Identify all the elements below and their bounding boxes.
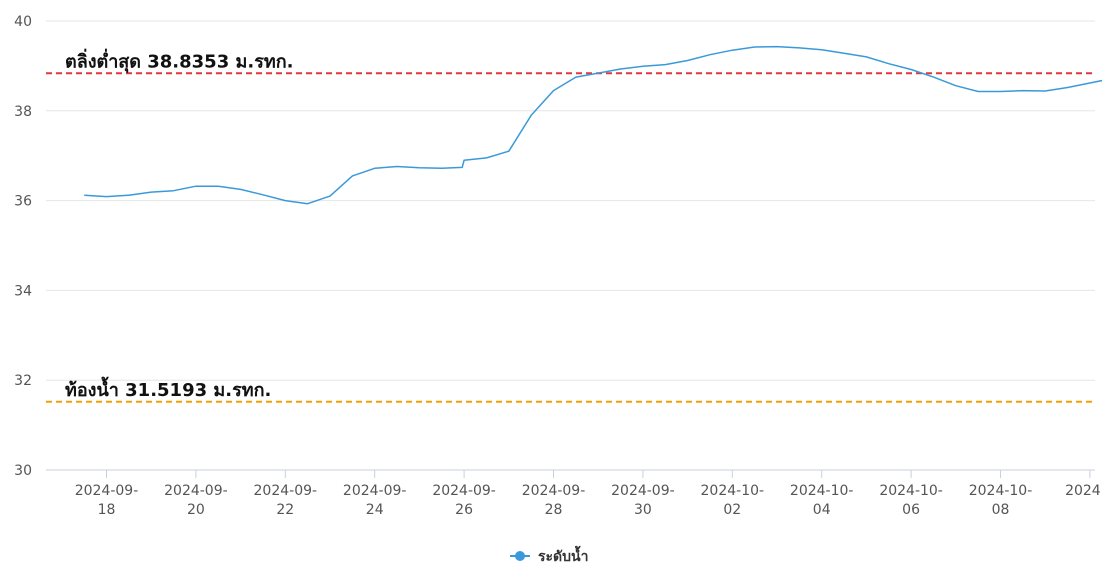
x-tick-label: 2024… [1065,483,1102,499]
legend[interactable]: ระดับน้ำ [510,545,588,565]
x-tick-label-line2: 18 [98,502,116,518]
x-tick-label-line2: 28 [545,502,563,518]
x-tick-label-line1: 2024-09- [164,483,228,499]
x-tick-label: 2024-10- 04 [790,483,854,518]
x-tick-label-line1: 2024-10- [879,483,943,499]
x-tick-label-line2: 06 [902,502,920,518]
x-axis: 2024-09- 18 2024-09- 20 2024-09- 22 2024-09- 24… [75,470,1102,518]
series-line [84,45,1102,205]
x-tick-label-line2: 20 [187,502,205,518]
x-tick-label-line1: 2024-10- [790,483,854,499]
x-tick-label-line2: 30 [634,502,652,518]
x-tick-label: 2024-09- 20 [164,483,228,518]
grid-lines [46,20,1095,471]
x-tick-label-line2: 02 [723,502,741,518]
x-tick-label-line1: 2024-09- [522,483,586,499]
x-tick-label-line1: 2024-09- [75,483,139,499]
x-tick-label-line2: 22 [276,502,294,518]
y-tick-label: 34 [14,283,32,299]
x-tick-label-line2: 04 [813,502,831,518]
x-tick-label: 2024-10- 02 [701,483,765,518]
x-tick-label: 2024-09- 26 [432,483,496,518]
reference-line-label: ท้องน้ำ 31.5193 ม.รทก. [65,376,271,401]
x-tick-label-line2: 08 [992,502,1010,518]
x-tick-label-line2: 24 [366,502,384,518]
x-tick-label: 2024-09- 24 [343,483,407,518]
reference-lines: ตลิ่งต่ำสุด 38.8353 ม.รทก. ท้องน้ำ 31.519… [46,48,1095,403]
series-layer [84,45,1102,205]
y-tick-label: 36 [14,194,32,210]
y-axis: 30 32 34 36 38 40 [14,14,32,479]
y-tick-label: 40 [14,14,32,30]
y-tick-label: 30 [14,463,32,479]
x-tick-label: 2024-09- 18 [75,483,139,518]
y-tick-label: 38 [14,104,32,120]
y-tick-label: 32 [14,373,32,389]
legend-marker [515,551,525,561]
x-tick-label: 2024-09- 28 [522,483,586,518]
x-tick-label-line1: 2024-09- [432,483,496,499]
x-tick-label: 2024-10- 06 [879,483,943,518]
x-tick-label: 2024-09- 30 [611,483,675,518]
x-tick-label-line1: 2024-09- [611,483,675,499]
reference-line-label: ตลิ่งต่ำสุด 38.8353 ม.รทก. [65,48,293,73]
x-tick-label-line1: 2024-10- [701,483,765,499]
x-tick-label: 2024-09- 22 [254,483,318,518]
x-tick-label-line1: 2024-10- [969,483,1033,499]
x-tick-label-line1: 2024-09- [254,483,318,499]
x-tick-label-line1: 2024… [1065,483,1102,499]
legend-label[interactable]: ระดับน้ำ [538,545,588,565]
x-tick-label-line1: 2024-09- [343,483,407,499]
x-tick-label: 2024-10- 08 [969,483,1033,518]
x-tick-label-line2: 26 [455,502,473,518]
